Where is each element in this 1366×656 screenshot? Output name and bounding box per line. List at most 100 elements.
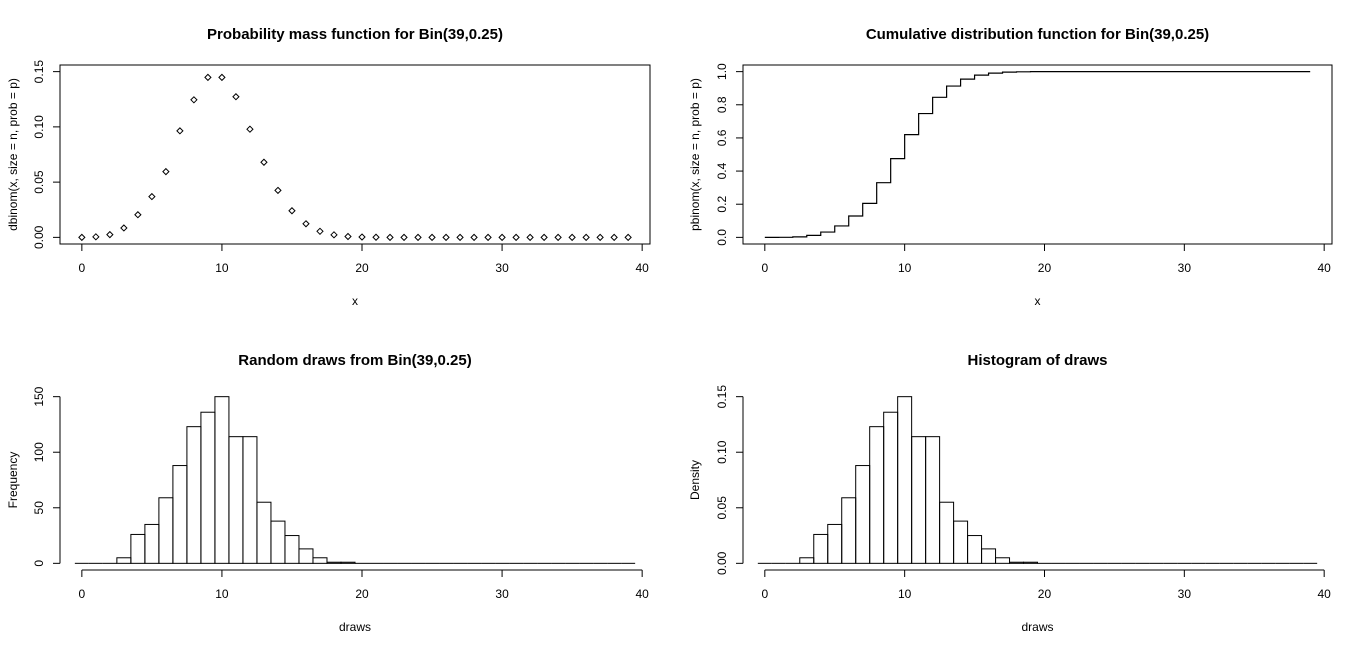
- histogram-bar: [256, 501, 272, 564]
- histogram-bar: [200, 411, 216, 564]
- histogram-bar: [116, 557, 132, 564]
- data-point: [414, 233, 422, 242]
- chart-title: Random draws from Bin(39,0.25): [238, 352, 471, 369]
- data-point: [302, 220, 310, 228]
- histogram-bar: [340, 561, 356, 564]
- histogram-bar: [869, 426, 885, 564]
- histogram-bar: [1009, 561, 1025, 564]
- y-tick-label: 0.05: [32, 170, 46, 194]
- y-tick-label: 0.15: [32, 60, 46, 84]
- x-axis-label: draws: [339, 620, 371, 634]
- data-point: [456, 233, 464, 242]
- x-tick-label: 40: [635, 261, 649, 275]
- data-point: [554, 233, 562, 242]
- histogram-bar: [242, 436, 258, 564]
- histogram-bar: [883, 411, 899, 564]
- data-point: [526, 233, 534, 242]
- histogram-bar: [841, 497, 857, 564]
- data-point: [176, 127, 184, 135]
- y-tick-label: 0.2: [715, 196, 729, 213]
- y-tick-label: 1.0: [715, 63, 729, 80]
- histogram-bar: [130, 533, 146, 564]
- cdf-step-line: [764, 71, 1311, 238]
- data-point: [162, 167, 170, 176]
- x-axis-label: x: [352, 294, 358, 308]
- y-tick-label: 0.8: [715, 96, 729, 113]
- y-tick-label: 0.05: [715, 496, 729, 520]
- histogram-bar: [284, 535, 300, 564]
- histogram-bar: [911, 436, 927, 564]
- x-tick-label: 30: [1178, 587, 1192, 601]
- data-point: [106, 230, 114, 239]
- histogram-bar: [897, 396, 913, 564]
- x-tick-label: 20: [355, 587, 369, 601]
- y-tick-label: 0.10: [715, 440, 729, 464]
- data-point: [260, 158, 268, 166]
- y-tick-label: 100: [32, 442, 46, 462]
- y-tick-label: 0.6: [715, 129, 729, 146]
- data-point: [624, 233, 632, 242]
- x-tick-label: 0: [761, 261, 768, 275]
- x-tick-label: 40: [1317, 587, 1331, 601]
- y-axis-label: pbinom(x, size = n, prob = p): [688, 78, 702, 231]
- data-point: [484, 233, 492, 242]
- x-tick-label: 30: [1178, 261, 1192, 275]
- y-tick-label: 0.15: [715, 385, 729, 409]
- y-tick-label: 0.10: [32, 115, 46, 139]
- data-point: [288, 207, 296, 215]
- histogram-bar: [326, 561, 342, 564]
- x-tick-label: 10: [215, 587, 229, 601]
- data-point: [92, 233, 100, 241]
- histogram-bar: [158, 497, 174, 564]
- histogram-bar: [298, 548, 314, 564]
- histogram-bar: [228, 436, 244, 564]
- chart-panel-4: Histogram of draws draws Density 0 10 20 30 40 0…: [688, 352, 1331, 634]
- histogram-bar: [214, 396, 230, 564]
- histogram-bar: [799, 557, 815, 564]
- chart-panel-3: Random draws from Bin(39,0.25) draws Frequ…: [6, 352, 649, 634]
- plot-frame: [59, 64, 651, 245]
- y-tick-label: 0.4: [715, 162, 729, 179]
- histogram-bar: [312, 557, 328, 564]
- histogram-bar: [270, 520, 286, 564]
- data-point: [344, 232, 352, 241]
- histogram-bar: [967, 535, 983, 564]
- data-point: [540, 233, 548, 242]
- chart-panel-2: Cumulative distribution function for Bin…: [688, 26, 1333, 308]
- chart-title: Cumulative distribution function for Bin…: [866, 26, 1209, 43]
- histogram-bar: [813, 533, 829, 564]
- histogram-bar: [995, 557, 1011, 564]
- data-point: [470, 233, 478, 242]
- x-axis-label: draws: [1021, 620, 1053, 634]
- data-point: [134, 211, 142, 219]
- x-tick-label: 20: [355, 261, 369, 275]
- data-point: [330, 231, 338, 239]
- x-tick-label: 10: [215, 261, 229, 275]
- data-point: [512, 233, 520, 242]
- x-tick-label: 40: [635, 587, 649, 601]
- x-tick-label: 10: [898, 261, 912, 275]
- data-point: [442, 233, 450, 242]
- x-tick-label: 10: [898, 587, 912, 601]
- y-tick-label: 50: [32, 501, 46, 515]
- chart-panel-1: Probability mass function for Bin(39,0.2…: [6, 26, 651, 308]
- data-point: [204, 73, 212, 82]
- x-tick-label: 0: [79, 587, 86, 601]
- y-tick-label: 150: [32, 386, 46, 406]
- data-point: [120, 224, 128, 232]
- y-tick-label: 0: [32, 560, 46, 567]
- histogram-bar: [827, 523, 843, 564]
- data-point: [246, 125, 254, 133]
- x-tick-label: 20: [1038, 587, 1052, 601]
- histogram-bar: [855, 465, 871, 564]
- x-tick-label: 30: [495, 587, 509, 601]
- histogram-bar: [925, 436, 941, 564]
- data-point: [148, 192, 156, 201]
- histogram-bar: [172, 465, 188, 564]
- x-tick-label: 0: [761, 587, 768, 601]
- y-tick-label: 0.00: [715, 551, 729, 575]
- plot-frame: [742, 64, 1333, 245]
- histogram-bar: [981, 548, 997, 564]
- data-point: [232, 93, 240, 101]
